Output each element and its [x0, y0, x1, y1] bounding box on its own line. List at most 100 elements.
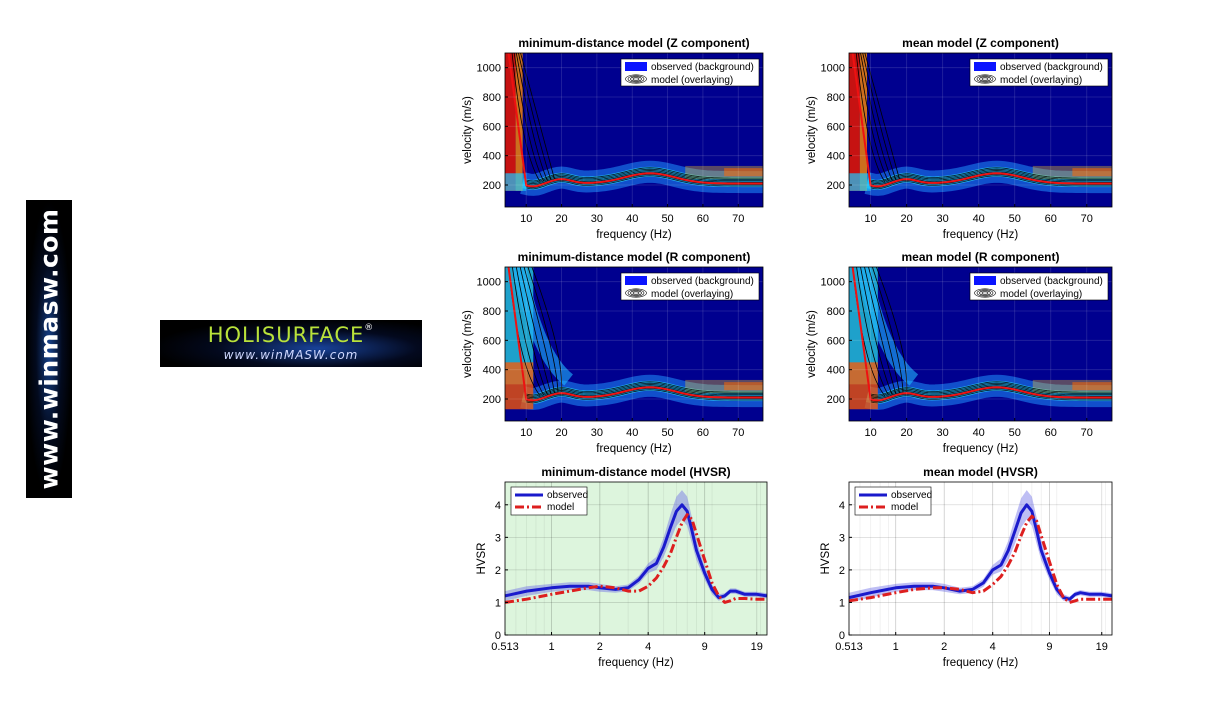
lowfreq-column-1	[849, 53, 860, 191]
energy-peak-2	[724, 382, 763, 391]
model-dispersion-curve-2	[507, 267, 763, 402]
xtick-label-5-0: 0.513	[835, 641, 863, 653]
ytick-label-0-1: 400	[483, 151, 501, 163]
xtick-label-1-0: 10	[864, 213, 876, 225]
model-contour-2-0	[526, 389, 763, 404]
plot-frame-1	[848, 52, 1113, 208]
lowfreq-branch-2	[512, 267, 574, 386]
model-contour-0-0	[526, 175, 763, 190]
xtick-label-0-6: 70	[732, 213, 744, 225]
xtick-label-3-0: 10	[864, 427, 876, 439]
winmasw-vertical-banner: www.winmasw.com	[26, 200, 72, 498]
model-contour-low-0-4	[520, 53, 555, 180]
ytick-label-3-0: 200	[827, 394, 845, 406]
xtick-label-5-5: 19	[1096, 641, 1108, 653]
logo-website: www.winMASW.com	[223, 348, 359, 362]
heatmap-chart-0: 10 20 30 40 50 60 70 200 400 600 800 1000 minimum-di…	[462, 36, 764, 241]
lowfreq-base-1	[849, 173, 871, 191]
y-axis-label-3: velocity (m/s)	[806, 310, 818, 378]
model-contour-0-6	[526, 167, 763, 182]
chart-title-0: minimum-distance model (Z component)	[518, 36, 749, 50]
model-contour-low-3-6	[876, 267, 908, 392]
xtick-label-3-1: 20	[901, 427, 913, 439]
y-axis-label-4: HVSR	[476, 543, 488, 575]
lowfreq-branch-3	[856, 267, 919, 386]
legend-contour-icon-0-0	[632, 77, 640, 81]
model-contour-low-0-1	[513, 53, 545, 182]
model-dispersion-curve-3	[851, 267, 1112, 402]
ytick-label-5-4: 4	[839, 500, 845, 512]
model-contour-1-3	[870, 171, 1112, 186]
legend-contour-icon-1-0	[981, 77, 989, 81]
ytick-label-2-0: 200	[483, 394, 501, 406]
ytick-label-5-2: 2	[839, 565, 845, 577]
model-dispersion-curve-1	[851, 53, 1112, 188]
model-contour-2-3	[526, 385, 763, 400]
legend-contour-icon-0-2	[627, 75, 645, 83]
plot-frame-2	[504, 266, 764, 422]
legend-swatch-observed-1	[974, 62, 996, 71]
chart-title-5: mean model (HVSR)	[923, 465, 1038, 479]
holisurface-logo: HOLISURFACE® www.winMASW.com	[160, 320, 422, 367]
legend-contour-icon-3-3	[974, 288, 996, 298]
xtick-label-5-1: 1	[893, 641, 899, 653]
model-contour-low-2-4	[523, 267, 555, 394]
model-contour-low-2-5	[527, 267, 559, 393]
model-contour-1-1	[870, 173, 1112, 189]
energy-peak-0	[724, 168, 763, 177]
ytick-label-4-2: 2	[495, 565, 501, 577]
legend-model-0: model (overlaying)	[651, 75, 733, 86]
xtick-label-1-3: 40	[973, 213, 985, 225]
legend-swatch-observed-2	[625, 276, 647, 285]
plot-frame-4	[504, 481, 768, 636]
xtick-label-2-1: 20	[555, 427, 567, 439]
ytick-label-4-1: 1	[495, 597, 501, 609]
model-contour-3-3	[870, 385, 1112, 400]
ytick-label-4-3: 3	[495, 532, 501, 544]
x-axis-label-5: frequency (Hz)	[943, 657, 1019, 669]
logo-name: HOLISURFACE®	[160, 323, 422, 347]
ytick-label-3-2: 600	[827, 335, 845, 347]
energy-peak-1	[1072, 168, 1112, 177]
legend-contour-icon-0-3	[625, 74, 647, 84]
model-contour-2-6	[526, 381, 763, 396]
legend-model-2: model (overlaying)	[651, 289, 733, 300]
model-contour-low-1-1	[857, 53, 889, 182]
xtick-label-3-6: 70	[1081, 427, 1093, 439]
legend-contour-icon-3-1	[979, 290, 991, 296]
model-contour-low-3-2	[860, 267, 893, 395]
model-contour-2-5	[526, 382, 763, 397]
xtick-label-4-1: 1	[548, 641, 554, 653]
x-axis-label-4: frequency (Hz)	[598, 657, 674, 669]
xtick-label-3-2: 30	[937, 427, 949, 439]
model-contour-3-0	[870, 389, 1112, 404]
legend-box-5	[854, 486, 932, 516]
legend-contour-icon-2-0	[632, 291, 640, 295]
model-contour-low-3-3	[864, 267, 897, 394]
xtick-label-1-6: 70	[1081, 213, 1093, 225]
xtick-label-2-5: 60	[697, 427, 709, 439]
legend-contour-icon-1-3	[974, 74, 996, 84]
ytick-label-1-2: 600	[827, 121, 845, 133]
y-axis-label-2: velocity (m/s)	[462, 310, 474, 378]
model-contour-low-0-0	[511, 53, 541, 183]
legend-contour-icon-3-0	[981, 291, 989, 295]
xtick-label-1-5: 60	[1045, 213, 1057, 225]
xtick-label-2-4: 50	[661, 427, 673, 439]
ytick-label-0-3: 800	[483, 92, 501, 104]
chart-title-4: minimum-distance model (HVSR)	[541, 465, 730, 479]
lowfreq-edge-1	[859, 53, 868, 191]
legend-observed-2: observed (background)	[651, 276, 754, 287]
xtick-label-0-1: 20	[555, 213, 567, 225]
model-contour-low-2-3	[519, 267, 552, 394]
xtick-label-4-4: 9	[702, 641, 708, 653]
legend-swatch-observed-0	[625, 62, 647, 71]
logo-glow	[160, 320, 422, 367]
model-contour-0-1	[526, 173, 763, 189]
legend-contour-icon-0-1	[630, 76, 642, 82]
heatmap-chart-2: 10 20 30 40 50 60 70 200 400 600 800 1000 minimum-di…	[462, 250, 764, 455]
xtick-label-5-4: 9	[1046, 641, 1052, 653]
ytick-label-2-2: 600	[483, 335, 501, 347]
legend-swatch-observed-3	[974, 276, 996, 285]
